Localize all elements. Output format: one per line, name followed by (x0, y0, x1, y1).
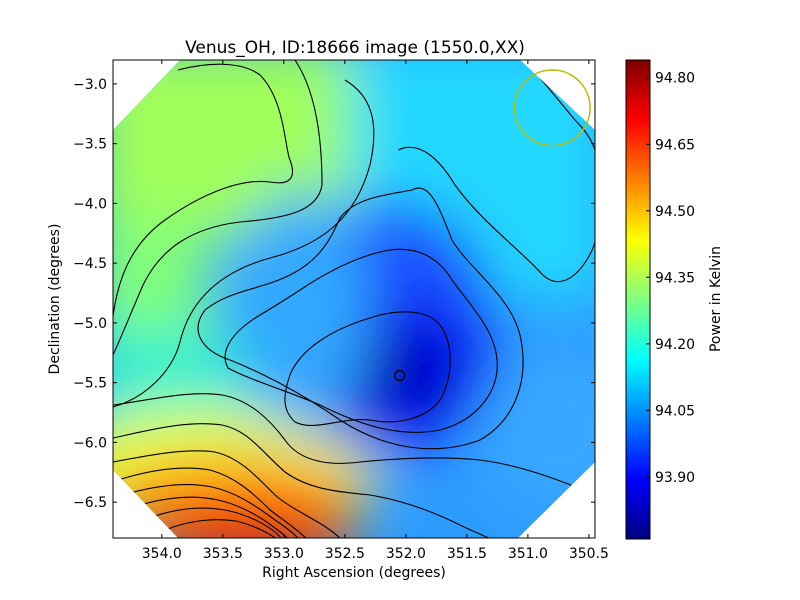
colorbar-tick-label: 94.20 (655, 337, 695, 353)
x-tick-label: 354.0 (142, 546, 182, 562)
contour-line (197, 187, 524, 450)
x-axis: 354.0 353.5 353.0 352.5 352.0 351.5 351.0 350.5 (142, 60, 609, 562)
colorbar-tick-label: 93.90 (655, 470, 695, 486)
colorbar-tick-label: 94.65 (655, 137, 695, 153)
colorbar: 94.80 94.65 94.50 94.35 94.20 94.05 93.90 Powe… (625, 59, 724, 540)
y-tick-label: −3.0 (73, 77, 107, 93)
contour-line (113, 60, 323, 356)
contour-line (113, 79, 375, 408)
y-tick-label: −4.5 (73, 256, 107, 272)
contour-line (113, 450, 341, 538)
annotation-layer (394, 69, 591, 382)
colorbar-ticks: 94.80 94.65 94.50 94.35 94.20 94.05 93.90 (646, 71, 695, 486)
plot-frame (112, 59, 596, 539)
x-axis-label: Right Ascension (degrees) (262, 565, 446, 581)
x-tick-label: 352.5 (325, 546, 365, 562)
y-tick-label: −6.0 (73, 435, 107, 451)
x-tick-label: 352.0 (386, 546, 426, 562)
x-tick-label: 351.5 (447, 546, 487, 562)
colorbar-gradient (625, 59, 651, 540)
x-tick-label: 351.0 (508, 546, 548, 562)
colorbar-tick-label: 94.05 (655, 403, 695, 419)
colorbar-label: Power in Kelvin (708, 246, 724, 352)
minimum-marker (394, 369, 406, 382)
colorbar-tick-label: 94.50 (655, 204, 695, 220)
contour-line (113, 423, 526, 538)
contour-line (397, 146, 595, 283)
y-axis-label: Declination (degrees) (47, 224, 63, 375)
contour-line (129, 484, 306, 538)
colorbar-tick-label: 94.35 (655, 270, 695, 286)
y-tick-label: −5.5 (73, 376, 107, 392)
contour-line (539, 77, 595, 151)
contour-line (113, 393, 595, 496)
y-tick-label: −4.0 (73, 196, 107, 212)
contour-line (164, 519, 279, 538)
contour-line (224, 248, 498, 433)
x-tick-label: 353.0 (264, 546, 304, 562)
plot-area (112, 59, 596, 539)
heatmap-field (113, 60, 595, 538)
y-tick-label: −5.0 (73, 316, 107, 332)
y-tick-label: −6.5 (73, 495, 107, 511)
contour-line (117, 467, 316, 538)
y-axis: −3.0 −3.5 −4.0 −4.5 −5.0 −5.5 −6.0 −6.5 (73, 77, 595, 511)
y-tick-label: −3.5 (73, 137, 107, 153)
contour-line (284, 311, 451, 426)
contour-lines (113, 60, 595, 538)
colorbar-tick-label: 94.80 (655, 71, 695, 87)
x-tick-label: 353.5 (203, 546, 243, 562)
x-tick-label: 350.5 (569, 546, 609, 562)
beam-circle (513, 69, 591, 147)
contour-line (151, 507, 289, 538)
chart-title: Venus_OH, ID:18666 image (1550.0,XX) (185, 38, 525, 58)
contour-line (113, 63, 294, 317)
